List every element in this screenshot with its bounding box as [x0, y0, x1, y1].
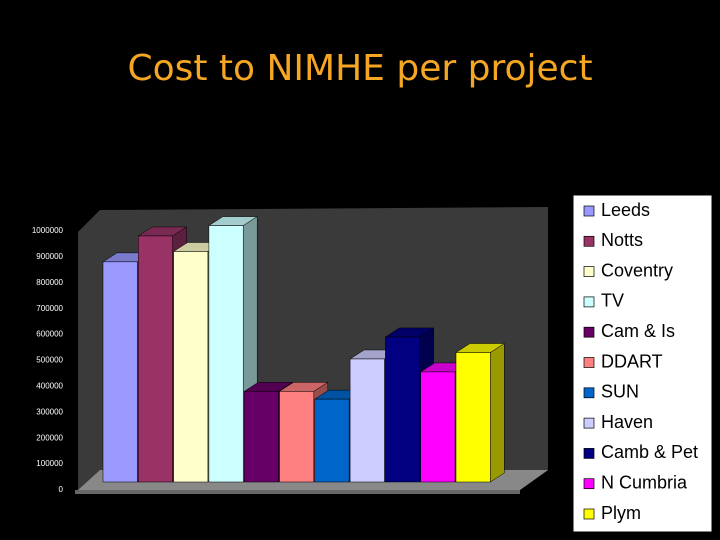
legend-label: Haven	[601, 412, 653, 432]
bar-front	[243, 391, 279, 483]
legend-swatch	[583, 326, 595, 338]
legend-swatch	[583, 387, 595, 399]
legend-label: Plym	[601, 503, 641, 523]
legend-box	[572, 194, 713, 533]
bar-front	[455, 352, 491, 483]
y-tick-label: 800000	[36, 278, 63, 287]
y-tick-label: 200000	[36, 433, 63, 442]
legend-swatch	[583, 205, 595, 217]
legend-label: Coventry	[601, 260, 673, 280]
bar	[455, 343, 506, 483]
legend-label: SUN	[601, 382, 639, 402]
y-tick-label: 400000	[36, 382, 63, 391]
bar-front	[173, 251, 209, 483]
bar-front	[279, 391, 315, 483]
legend-swatch	[583, 508, 595, 520]
y-tick-label: 700000	[36, 304, 63, 313]
legend-swatch	[583, 417, 595, 429]
bar-front	[420, 371, 456, 483]
y-tick-label: 900000	[36, 252, 63, 261]
legend-label: N Cumbria	[601, 472, 688, 492]
bar-front	[138, 235, 173, 483]
legend-label: Cam & Is	[601, 321, 675, 341]
bar-front	[102, 261, 138, 483]
legend-swatch	[583, 266, 595, 277]
y-tick-label: 0	[59, 485, 64, 494]
bar-front	[385, 336, 420, 483]
legend-swatch	[583, 235, 595, 247]
y-tick-label: 600000	[36, 330, 63, 339]
legend-label: TV	[601, 291, 624, 311]
legend-label: Notts	[601, 230, 643, 250]
y-tick-label: 100000	[36, 459, 63, 468]
legend-swatch	[583, 357, 595, 368]
floor-edge	[75, 490, 520, 494]
legend-label: Camb & Pet	[601, 442, 698, 462]
y-tick-label: 300000	[36, 407, 63, 416]
chart-title: Cost to NIMHE per project	[127, 48, 592, 89]
legend-swatch	[583, 478, 595, 490]
legend-swatch	[583, 296, 595, 308]
bar-side	[490, 343, 505, 483]
y-tick-label: 500000	[36, 356, 63, 365]
y-tick-label: 1000000	[32, 226, 64, 235]
legend-swatch	[583, 448, 595, 459]
legend-label: Leeds	[601, 200, 650, 220]
bar-front	[349, 358, 385, 483]
bar-front	[208, 225, 244, 483]
legend-label: DDART	[601, 351, 663, 371]
bar-front	[314, 398, 350, 483]
